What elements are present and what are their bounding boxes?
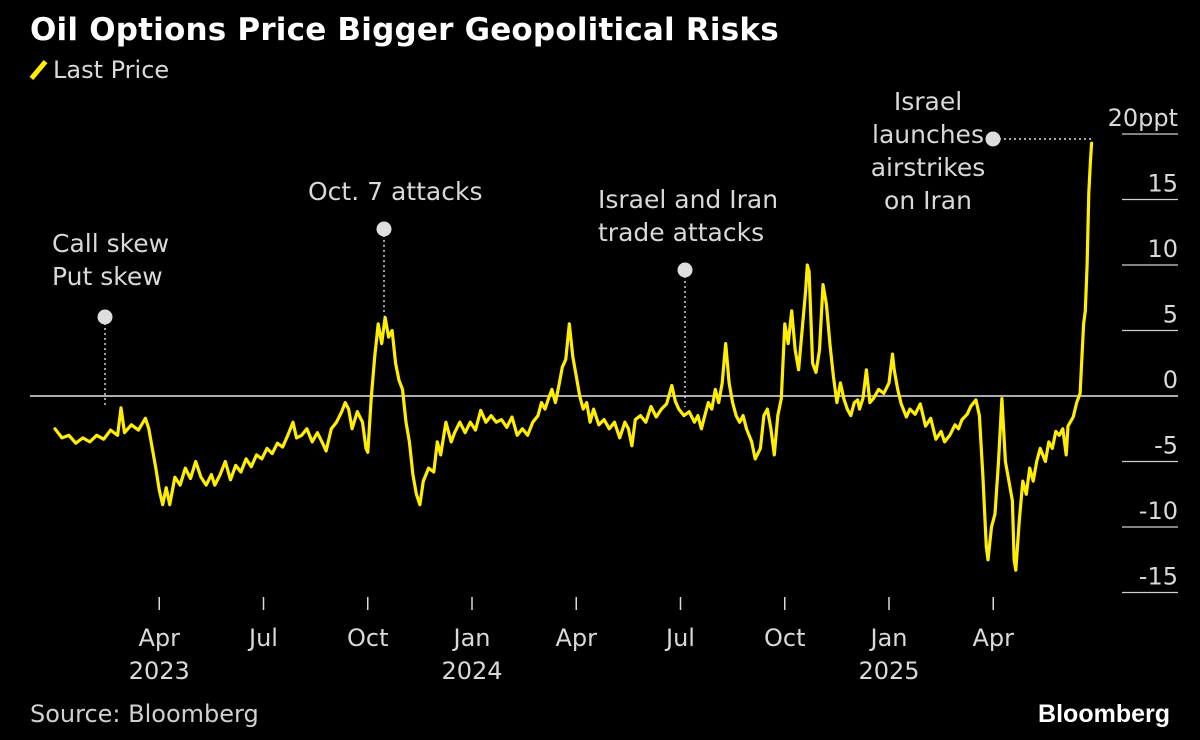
x-tick-label: Apr [138, 624, 180, 652]
x-tick-label: Oct [764, 624, 806, 652]
y-tick-label: 10 [1147, 235, 1178, 263]
annotation-dot [677, 262, 693, 278]
y-tick-label: -5 [1154, 432, 1178, 460]
legend-label: Last Price [53, 56, 170, 84]
x-tick-label: Apr [972, 624, 1014, 652]
y-tick-label: -15 [1139, 563, 1178, 591]
x-tick-label: Jul [247, 624, 278, 652]
x-year-label: 2023 [129, 657, 190, 685]
x-tick-label: Jan [869, 624, 908, 652]
y-tick-label: 15 [1147, 170, 1178, 198]
annotation-dot [97, 309, 113, 325]
annotation-dot [985, 131, 1001, 147]
series-line-last-price [53, 141, 1094, 572]
annotation-label: Put skew [52, 262, 163, 291]
x-tick-label: Jan [452, 624, 491, 652]
y-tick-label: 5 [1163, 301, 1178, 329]
annotation-label: Call skew [52, 229, 169, 258]
annotation-label: Israel [894, 87, 962, 116]
annotation-label: trade attacks [598, 218, 764, 247]
x-tick-label: Jul [664, 624, 695, 652]
annotation-label: launches [872, 120, 984, 149]
x-tick-label: Oct [347, 624, 389, 652]
annotation-dot [376, 221, 392, 237]
legend: Last Price [29, 56, 170, 84]
y-tick-label: 20ppt [1108, 104, 1178, 132]
x-year-label: 2024 [441, 657, 502, 685]
annotation-label: on Iran [884, 186, 972, 215]
chart-title: Oil Options Price Bigger Geopolitical Ri… [30, 12, 779, 48]
annotation-label: airstrikes [871, 153, 986, 182]
source-note: Source: Bloomberg [30, 700, 259, 728]
bloomberg-logo: Bloomberg [1038, 700, 1170, 728]
y-tick-label: -10 [1139, 497, 1178, 525]
annotation-label: Israel and Iran [598, 185, 778, 214]
annotation-label: Oct. 7 attacks [308, 177, 482, 206]
x-year-label: 2025 [858, 657, 919, 685]
x-tick-label: Apr [555, 624, 597, 652]
y-tick-label: 0 [1163, 366, 1178, 394]
